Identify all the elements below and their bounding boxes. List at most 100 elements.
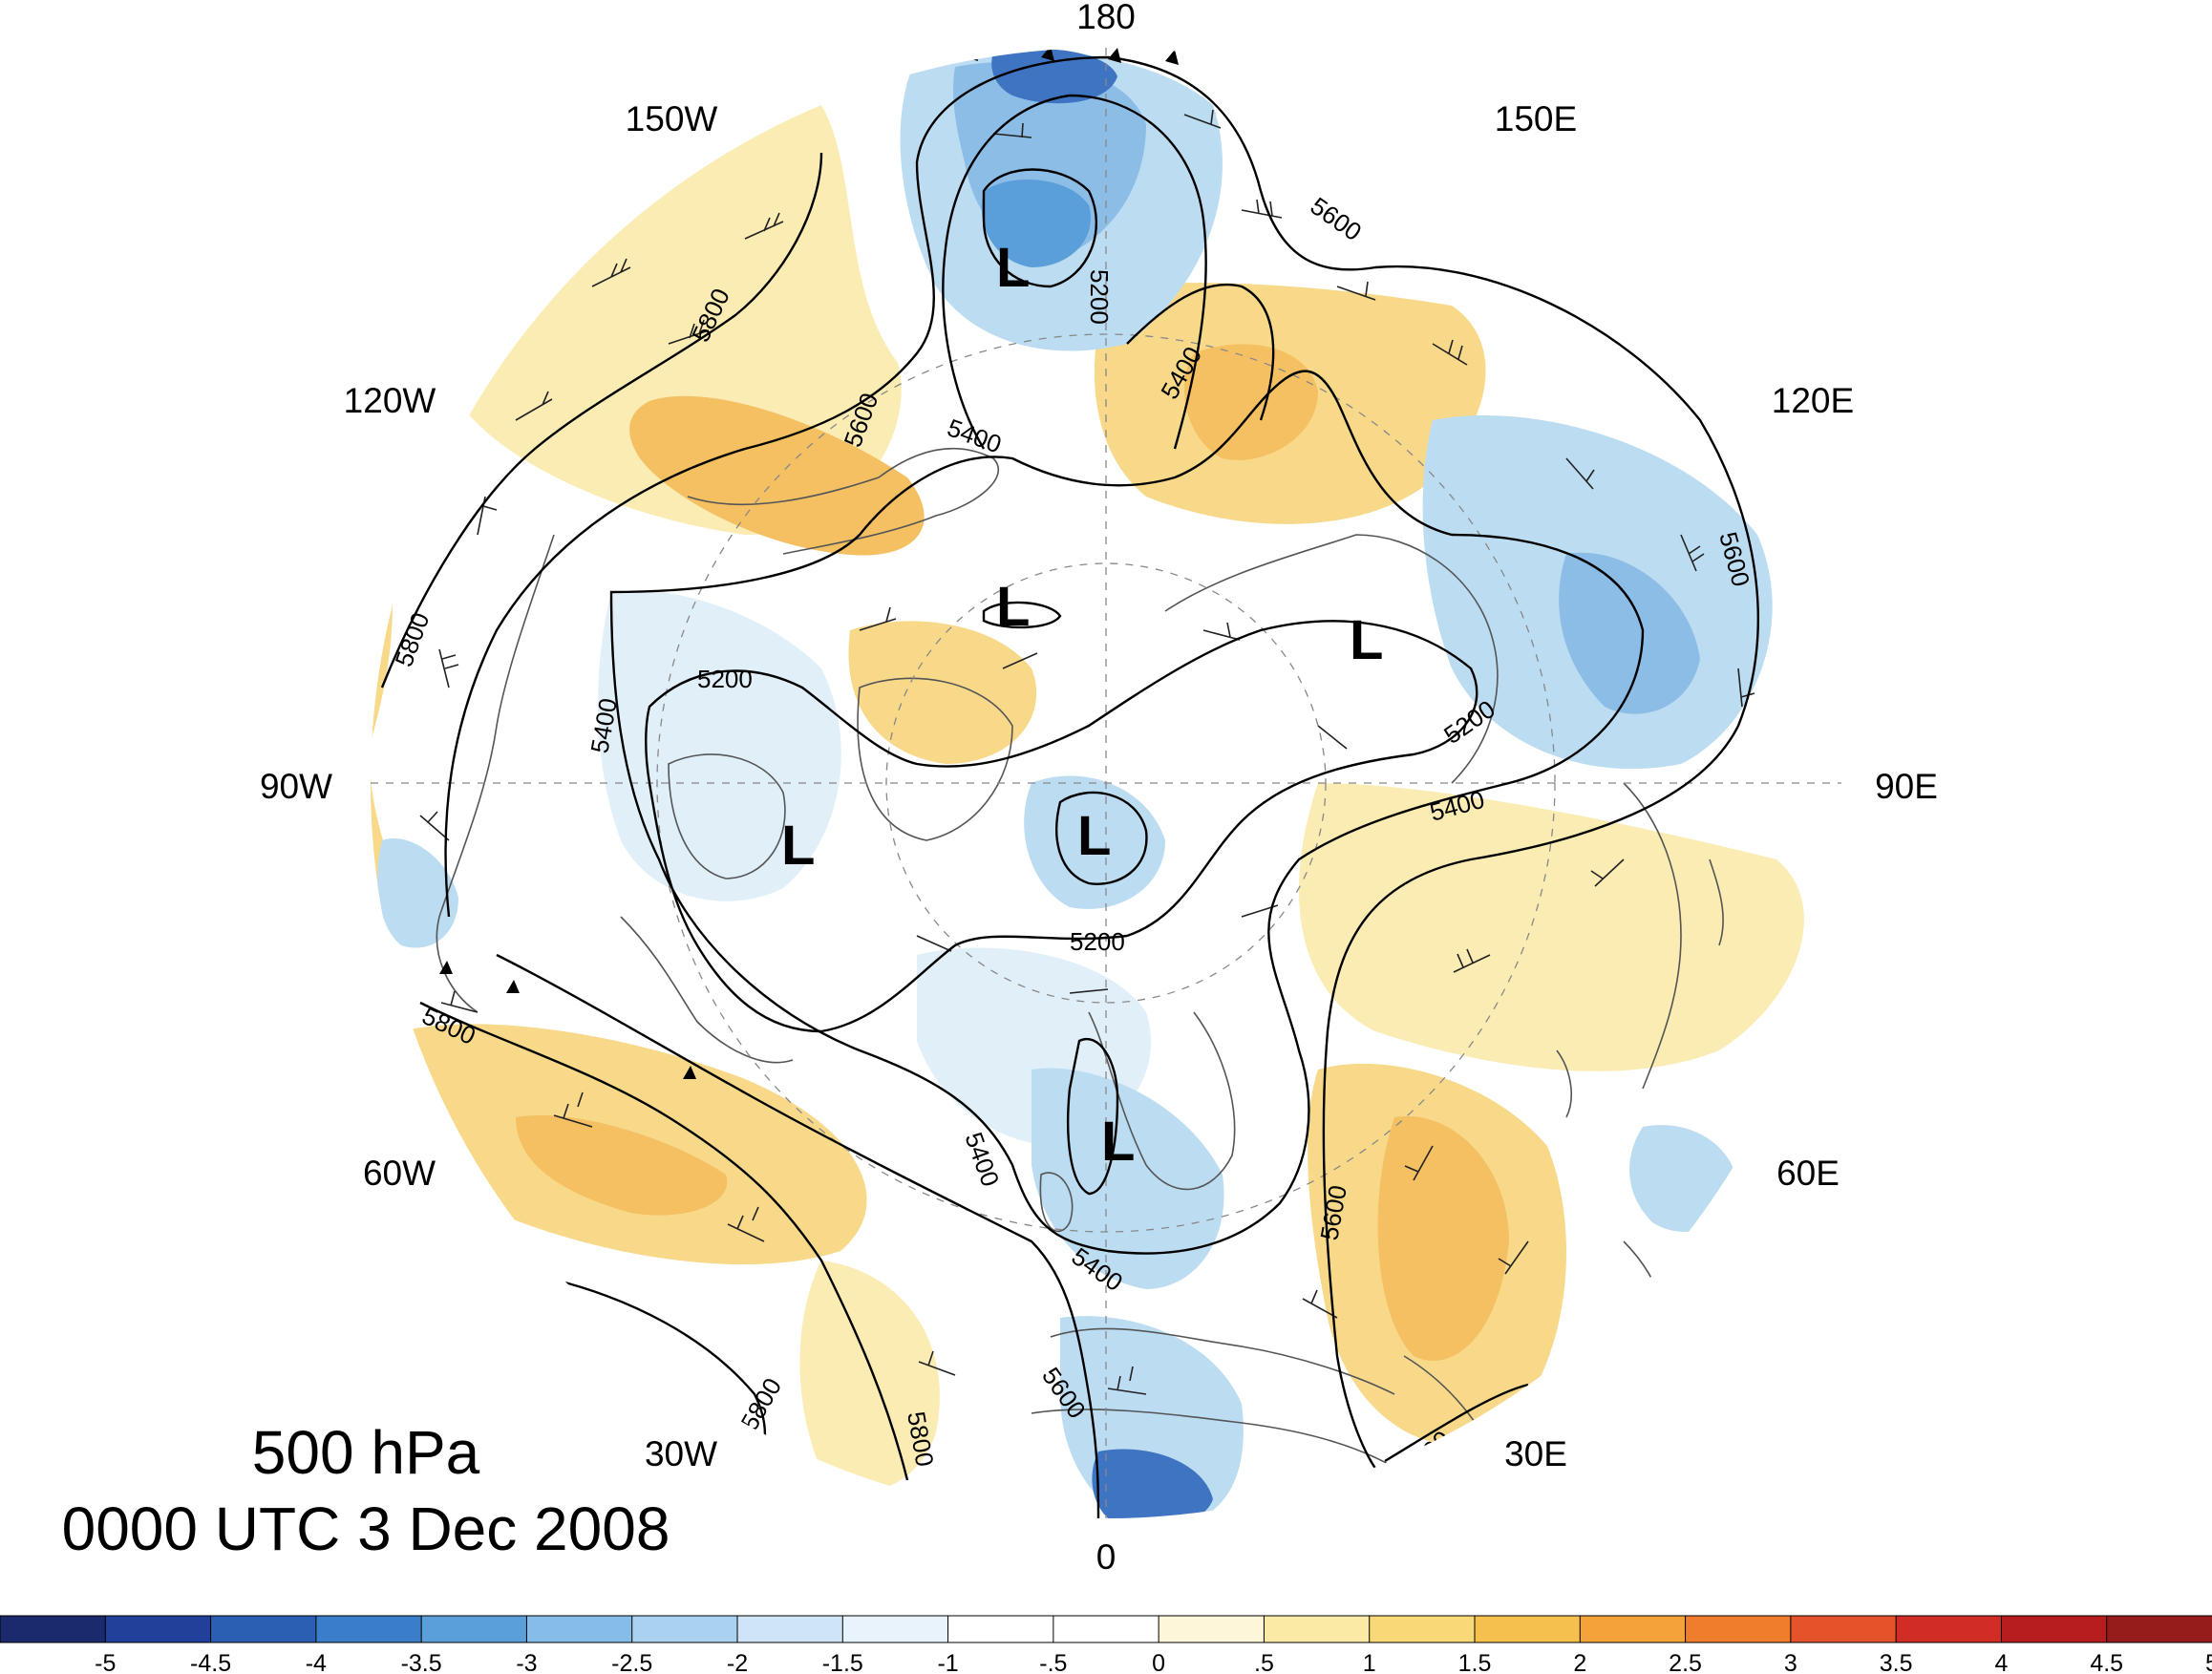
warm-anomaly-west-africa <box>799 1261 940 1491</box>
wind-barb <box>515 391 553 421</box>
colorbar-cell <box>947 1615 1054 1643</box>
lon-label-120e: 120E <box>1772 381 1854 420</box>
contour-5200-canada-low <box>982 601 1062 629</box>
colorbar-label: 1 <box>1363 1650 1376 1674</box>
warm-anomaly-atlantic-core <box>516 1115 728 1216</box>
title-time: 0000 UTC 3 Dec 2008 <box>62 1494 670 1563</box>
coastline-hudson-bay <box>668 753 786 879</box>
contour-5800-atlantic <box>419 1001 909 1481</box>
colorbar-cell <box>315 1615 423 1643</box>
wind-barb <box>1241 199 1283 219</box>
wind-barb <box>419 811 450 841</box>
colorbar-label: -1.5 <box>822 1650 863 1674</box>
colorbar-label: -2 <box>727 1650 748 1674</box>
colorbar-label: -3.5 <box>401 1650 442 1674</box>
colorbar-cell <box>0 1615 107 1643</box>
wind-barb <box>1453 948 1491 973</box>
wind-barb <box>1432 339 1468 366</box>
wind-barb <box>668 319 710 345</box>
front-triangle <box>1165 50 1179 65</box>
wind-barb <box>1498 1240 1529 1275</box>
contour-5800-asia <box>1384 1383 1529 1463</box>
colorbar-cell <box>2000 1615 2108 1643</box>
colorbar-cell <box>1790 1615 1898 1643</box>
colorbar-cell <box>1474 1615 1582 1643</box>
lon-label-0: 0 <box>1096 1537 1117 1577</box>
colorbar-label: -2.5 <box>611 1650 652 1674</box>
coastline-africa-north <box>1031 1409 1414 1481</box>
colorbar-labels: -5 -4.5 -4 -3.5 -3 -2.5 -2 -1.5 -1 -.5 0 .5 1 1.5 2 2.5… <box>95 1650 2212 1674</box>
colorbar-cell <box>1895 1615 2003 1643</box>
colorbar-cell <box>841 1615 949 1643</box>
colorbar-label: -4 <box>306 1650 327 1674</box>
colorbar-label: -1 <box>937 1650 958 1674</box>
colorbar-cell <box>1369 1615 1476 1643</box>
lon-label-150w: 150W <box>626 99 718 138</box>
contour-5400 <box>609 370 1645 1255</box>
front-triangle <box>506 980 520 993</box>
map-title: 500 hPa 0000 UTC 3 Dec 2008 <box>62 1418 670 1563</box>
lon-label-150e: 150E <box>1495 99 1577 138</box>
cool-anomaly-north-pacific-core <box>991 49 1117 104</box>
wind-barb <box>992 122 1032 138</box>
colorbar-label: -5 <box>95 1650 116 1674</box>
wind-barb <box>859 606 897 631</box>
lon-label-180: 180 <box>1076 0 1136 36</box>
warm-anomaly-siberia-core <box>1184 344 1318 460</box>
lon-label-120w: 120W <box>344 381 436 420</box>
wind-barbs <box>419 109 1755 1395</box>
colorbar-label: 3.5 <box>1880 1650 1913 1674</box>
warm-anomaly-greenland <box>848 621 1037 764</box>
contour-5200-arctic-low <box>1055 791 1148 885</box>
wind-barb <box>1107 1366 1147 1395</box>
contour-label: 5200 <box>1085 269 1114 325</box>
coastline-east-asia <box>1623 782 1682 1090</box>
colorbar-label: -.5 <box>1039 1650 1067 1674</box>
cool-anomaly-africa-core <box>1092 1449 1213 1518</box>
wind-barb <box>1680 534 1705 572</box>
front-triangle <box>1108 48 1121 63</box>
colorbar-label: 5 <box>2205 1650 2212 1674</box>
lon-label-30e: 30E <box>1504 1434 1567 1473</box>
title-level: 500 hPa <box>252 1418 480 1487</box>
colorbar-label: -3 <box>516 1650 537 1674</box>
colorbar-cells <box>0 1615 2212 1643</box>
colorbar-cell <box>736 1615 844 1643</box>
cool-anomaly-europe <box>1032 1068 1224 1289</box>
contour-5600-outer <box>444 55 1759 1481</box>
colorbar-label: 4 <box>1994 1650 2008 1674</box>
colorbar-label: 3 <box>1784 1650 1797 1674</box>
wind-barb <box>744 212 784 240</box>
coastline-mediterranean <box>1050 1327 1395 1395</box>
coastline-greenland <box>857 677 1013 841</box>
low-pressure-marker: L <box>996 576 1030 638</box>
height-contours <box>380 55 1759 1518</box>
warm-anomaly-pacific-core <box>629 395 925 556</box>
warm-anomaly-middle-east-core <box>1377 1115 1509 1361</box>
coastline-japan <box>1709 858 1724 946</box>
contour-5200-europe-low <box>1067 1037 1119 1196</box>
wind-barb <box>440 990 479 1013</box>
low-markers: L L L L L L <box>781 237 1383 1173</box>
colorbar-cell <box>2106 1615 2212 1643</box>
colorbar-label: -4.5 <box>190 1650 231 1674</box>
coastline-north-america-east <box>620 916 794 1064</box>
wind-barb <box>438 648 459 689</box>
colorbar-cell <box>1263 1615 1371 1643</box>
front-triangle <box>965 48 978 61</box>
lon-label-60w: 60W <box>363 1154 436 1193</box>
colorbar-label: 0 <box>1152 1650 1165 1674</box>
colorbar-cell <box>420 1615 528 1643</box>
wind-barb <box>1302 1289 1338 1319</box>
wind-barb <box>591 258 631 287</box>
coastlines <box>436 447 1724 1491</box>
cool-anomaly-pacific-low <box>981 180 1091 267</box>
contour-5400-pacific-trough <box>1126 283 1275 421</box>
contour-5200-north <box>645 620 1478 1033</box>
lon-label-90w: 90W <box>260 767 332 806</box>
colorbar-label: 2.5 <box>1669 1650 1702 1674</box>
contour-5600-atlantic <box>496 953 1100 1518</box>
wind-barb <box>1317 725 1348 750</box>
map-disk: 5200 5200 5200 5200 5400 5400 5400 5400 … <box>371 48 1841 1518</box>
